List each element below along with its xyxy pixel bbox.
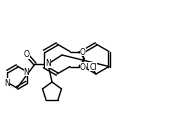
Text: Cl: Cl bbox=[89, 62, 97, 71]
Text: N: N bbox=[82, 62, 88, 71]
Text: O: O bbox=[80, 62, 86, 71]
Text: N: N bbox=[24, 67, 29, 76]
Text: N: N bbox=[5, 78, 10, 87]
Text: O: O bbox=[80, 48, 86, 56]
Text: N: N bbox=[45, 59, 51, 68]
Text: O: O bbox=[24, 50, 30, 59]
